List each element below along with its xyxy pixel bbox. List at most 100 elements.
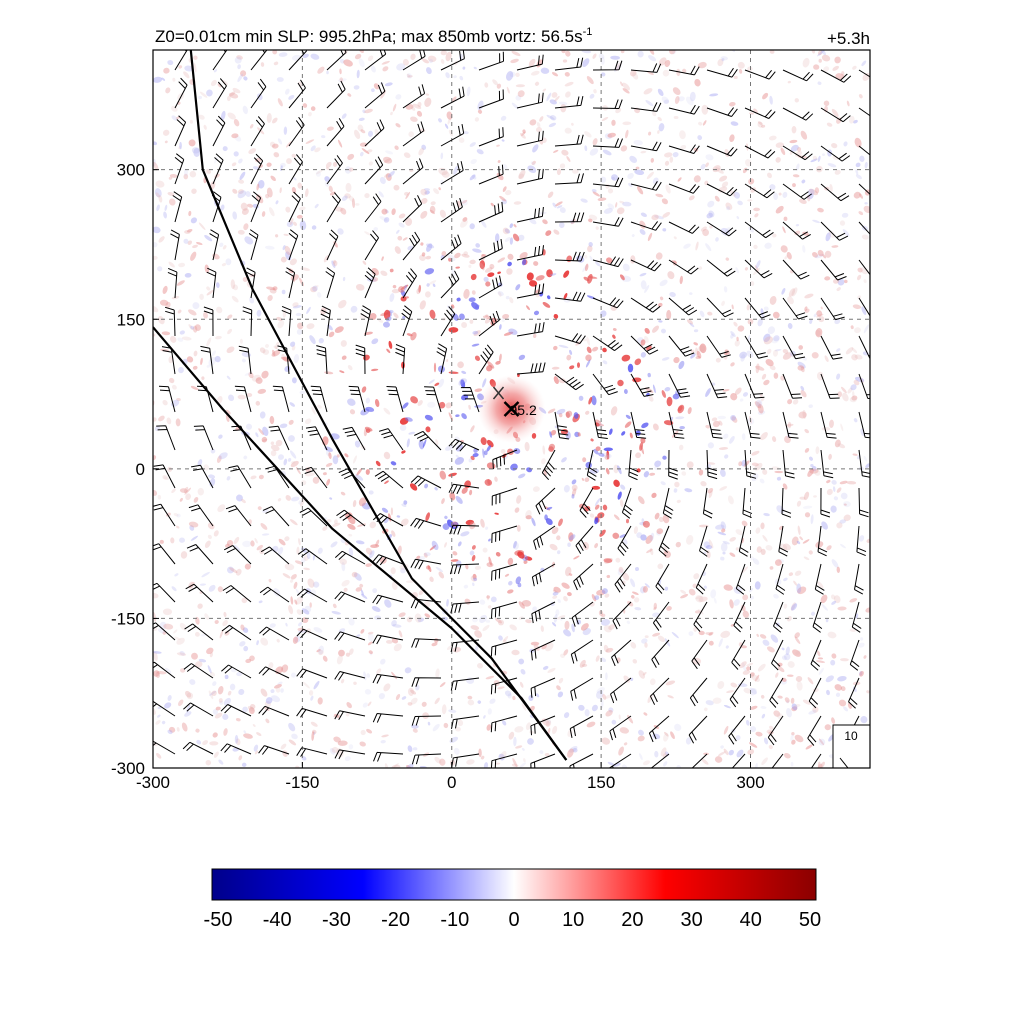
vorticity-speckle — [808, 710, 817, 715]
wind-barb — [250, 50, 268, 71]
vorticity-speckle — [392, 103, 397, 112]
vorticity-speckle — [658, 320, 663, 323]
vorticity-speckle — [708, 631, 714, 636]
vorticity-speckle — [515, 94, 522, 101]
vorticity-speckle — [217, 685, 224, 695]
vorticity-speckle — [559, 101, 568, 106]
vorticity-speckle — [623, 389, 628, 394]
vorticity-speckle — [843, 141, 848, 147]
vorticity-speckle — [757, 121, 763, 125]
vorticity-speckle — [818, 667, 824, 675]
vorticity-speckle — [191, 188, 197, 194]
vorticity-speckle — [482, 547, 488, 553]
wind-barb — [820, 297, 845, 321]
vorticity-speckle — [852, 304, 862, 310]
vorticity-speckle — [310, 286, 317, 293]
vorticity-speckle — [267, 294, 273, 302]
vorticity-speckle — [229, 683, 236, 691]
vorticity-speckle — [605, 694, 612, 699]
vorticity-speckle — [582, 264, 588, 273]
vorticity-speckle — [824, 250, 832, 258]
vorticity-speckle — [815, 446, 820, 455]
vorticity-speckle — [422, 712, 430, 720]
wind-barb — [364, 193, 382, 223]
wind-barb — [652, 601, 670, 631]
vorticity-speckle — [236, 494, 243, 502]
vorticity-speckle — [863, 324, 870, 334]
vorticity-speckle — [797, 525, 801, 535]
wind-barb — [491, 563, 518, 581]
vorticity-speckle — [222, 619, 228, 627]
vorticity-speckle — [593, 89, 597, 94]
wind-barb — [364, 156, 384, 185]
vorticity-speckle — [213, 751, 219, 758]
vorticity-speckle — [767, 172, 772, 179]
vorticity-speckle — [841, 71, 845, 76]
wind-barb — [172, 191, 183, 223]
vorticity-speckle — [804, 448, 810, 453]
vorticity-speckle — [259, 347, 266, 354]
vorticity-speckle — [416, 555, 421, 560]
vorticity-speckle — [624, 421, 632, 428]
vorticity-speckle — [210, 79, 217, 87]
vorticity-speckle — [714, 195, 720, 202]
vorticity-speckle — [157, 714, 161, 718]
vorticity-speckle — [190, 217, 198, 224]
vorticity-speckle — [198, 114, 205, 120]
vorticity-speckle — [198, 222, 206, 231]
vorticity-speckle — [602, 360, 608, 365]
vorticity-speckle — [343, 59, 353, 67]
vorticity-speckle — [563, 712, 570, 719]
vorticity-speckle — [364, 231, 371, 236]
vorticity-speckle — [473, 330, 481, 336]
vorticity-speckle — [809, 456, 813, 461]
vorticity-speckle — [654, 460, 662, 468]
chart-title: Z0=0.01cm min SLP: 995.2hPa; max 850mb v… — [155, 26, 592, 46]
vorticity-speckle — [533, 310, 540, 316]
vorticity-speckle — [313, 627, 323, 633]
vorticity-speckle — [435, 566, 444, 573]
wind-barb — [668, 221, 700, 234]
vorticity-speckle — [222, 146, 228, 152]
vorticity-speckle — [256, 183, 260, 191]
vorticity-speckle — [391, 637, 399, 644]
vorticity-speckle — [814, 253, 825, 259]
vorticity-speckle — [356, 69, 360, 79]
vorticity-speckle — [197, 459, 203, 467]
vorticity-speckle — [389, 309, 394, 314]
wind-barb — [401, 305, 413, 337]
wind-barb — [516, 322, 545, 337]
vorticity-speckle — [711, 417, 718, 422]
vorticity-speckle — [189, 525, 195, 531]
vorticity-speckle — [218, 434, 223, 439]
vorticity-speckle — [695, 355, 701, 360]
vorticity-speckle — [512, 757, 518, 768]
vorticity-speckle — [556, 685, 561, 691]
vorticity-speckle — [238, 179, 245, 184]
vorticity-speckle — [456, 297, 461, 302]
vorticity-speckle — [353, 455, 357, 464]
vorticity-speckle — [591, 485, 601, 490]
vorticity-speckle — [737, 200, 743, 206]
vorticity-speckle — [521, 703, 527, 711]
vorticity-speckle — [180, 668, 186, 673]
vorticity-speckle — [324, 446, 333, 452]
vorticity-speckle — [297, 182, 303, 189]
wind-barb — [592, 138, 623, 148]
vorticity-speckle — [284, 88, 290, 95]
vorticity-speckle — [747, 749, 755, 755]
vorticity-speckle — [241, 208, 249, 215]
vorticity-speckle — [733, 321, 738, 327]
vorticity-speckle — [420, 210, 428, 219]
wind-barb — [782, 373, 803, 399]
vorticity-speckle — [509, 624, 517, 631]
vorticity-speckle — [258, 428, 264, 435]
vorticity-speckle — [270, 175, 276, 182]
vorticity-speckle — [494, 512, 499, 515]
vorticity-speckle — [326, 478, 331, 486]
vorticity-speckle — [283, 126, 288, 135]
vorticity-speckle — [278, 538, 286, 546]
center-label: 95.2 — [510, 402, 537, 418]
vorticity-speckle — [381, 507, 389, 513]
y-tick-label: 300 — [117, 161, 145, 180]
